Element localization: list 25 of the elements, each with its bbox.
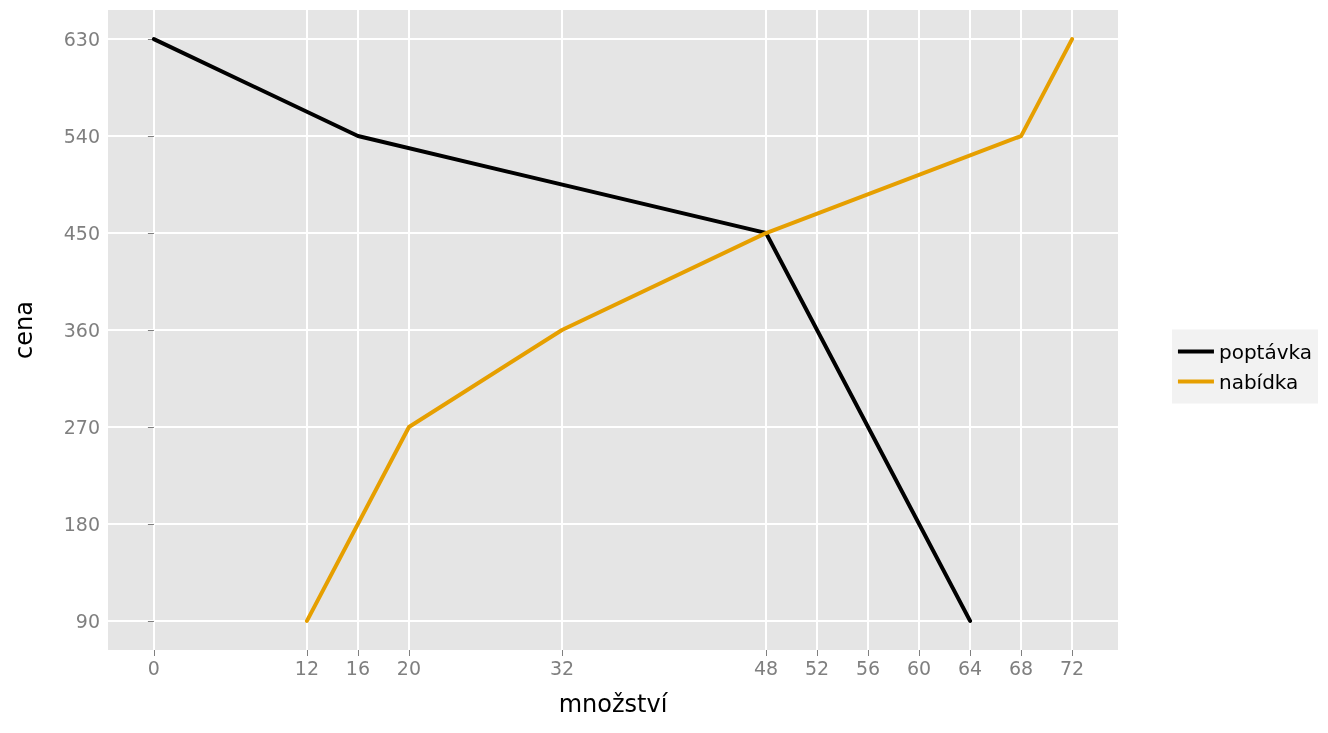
- x-tick-label: 60: [906, 656, 932, 679]
- y-tick-label: 450: [63, 222, 100, 245]
- line-series: [151, 37, 973, 623]
- x-tick-label: 20: [396, 656, 422, 679]
- y-axis-title: cena: [10, 301, 38, 359]
- y-tick-label: 540: [63, 125, 100, 148]
- x-tick-label: 48: [753, 656, 779, 679]
- x-tick-label: 52: [804, 656, 830, 679]
- x-tick-label: 12: [294, 656, 320, 679]
- x-tick-label: 68: [1008, 656, 1034, 679]
- x-tick-label: 0: [147, 656, 160, 679]
- x-tick-label: 56: [855, 656, 881, 679]
- x-tick-label: 16: [345, 656, 371, 679]
- y-tick-label: 90: [75, 609, 100, 632]
- y-tick-label: 180: [63, 512, 100, 535]
- line-series: [304, 37, 1075, 623]
- x-axis-title: množství: [558, 690, 669, 718]
- legend-label: nabídka: [1218, 369, 1299, 394]
- x-tick-label: 32: [549, 656, 575, 679]
- legend-label: poptávka: [1218, 339, 1312, 364]
- y-tick-label: 270: [63, 415, 100, 438]
- x-tick-label: 72: [1060, 656, 1085, 679]
- y-tick-label: 630: [63, 28, 100, 51]
- y-tick-label: 360: [63, 319, 100, 341]
- x-tick-label: 64: [957, 656, 983, 679]
